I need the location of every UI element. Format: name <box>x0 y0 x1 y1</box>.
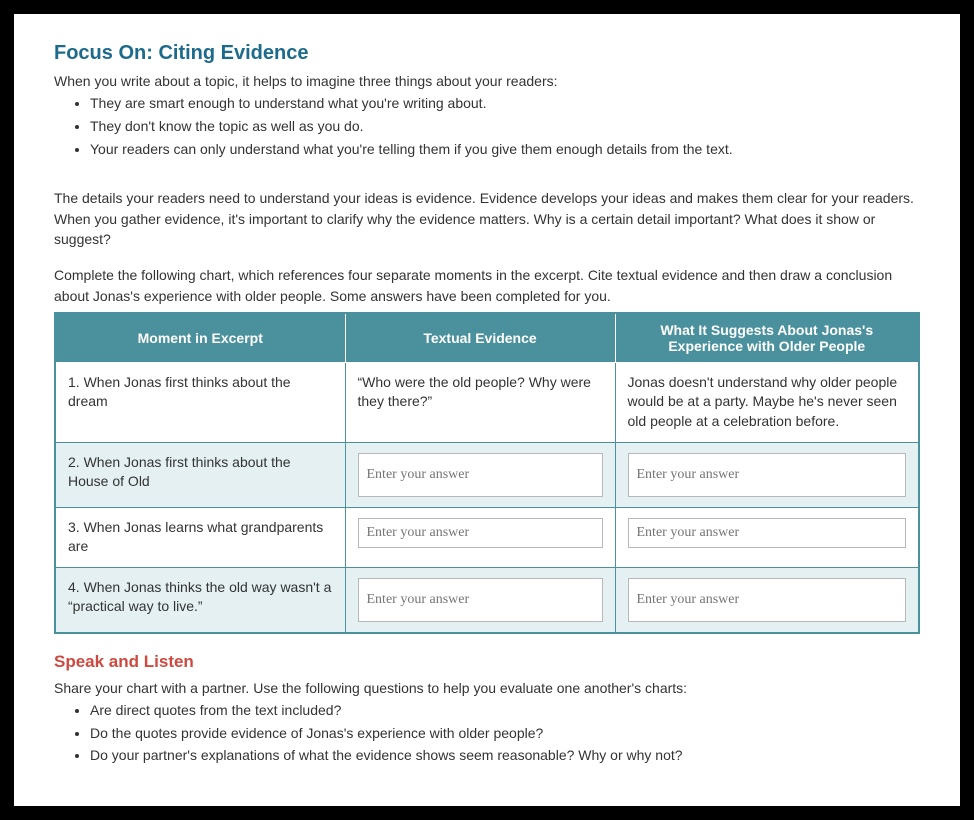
focus-bullet: They are smart enough to understand what… <box>90 93 920 115</box>
focus-bullet-list: They are smart enough to understand what… <box>54 93 920 160</box>
cell-suggests <box>615 442 919 507</box>
cell-evidence <box>345 507 615 567</box>
focus-intro: When you write about a topic, it helps t… <box>54 71 920 91</box>
page-frame: Focus On: Citing Evidence When you write… <box>0 0 974 820</box>
suggests-input[interactable] <box>628 453 907 497</box>
page-content: Focus On: Citing Evidence When you write… <box>14 14 960 806</box>
evidence-input[interactable] <box>358 578 603 622</box>
table-row: 1. When Jonas first thinks about the dre… <box>55 362 919 442</box>
speak-bullet: Are direct quotes from the text included… <box>90 700 920 722</box>
cell-moment: 2. When Jonas first thinks about the Hou… <box>55 442 345 507</box>
focus-paragraph-1: The details your readers need to underst… <box>54 188 920 249</box>
focus-bullet: They don't know the topic as well as you… <box>90 116 920 138</box>
speak-bullet: Do your partner's explanations of what t… <box>90 745 920 767</box>
suggests-input[interactable] <box>628 578 907 622</box>
table-header-evidence: Textual Evidence <box>345 313 615 363</box>
speak-bullet-list: Are direct quotes from the text included… <box>54 700 920 767</box>
section-title-speak: Speak and Listen <box>54 652 920 672</box>
speak-intro: Share your chart with a partner. Use the… <box>54 678 920 698</box>
suggests-input[interactable] <box>628 518 907 548</box>
cell-evidence: “Who were the old people? Why were they … <box>345 362 615 442</box>
cell-suggests <box>615 567 919 633</box>
cell-moment: 1. When Jonas first thinks about the dre… <box>55 362 345 442</box>
cell-suggests <box>615 507 919 567</box>
table-row: 2. When Jonas first thinks about the Hou… <box>55 442 919 507</box>
cell-suggests: Jonas doesn't understand why older peopl… <box>615 362 919 442</box>
table-row: 4. When Jonas thinks the old way wasn't … <box>55 567 919 633</box>
table-row: 3. When Jonas learns what grandparents a… <box>55 507 919 567</box>
cell-evidence <box>345 442 615 507</box>
table-header-suggests: What It Suggests About Jonas's Experienc… <box>615 313 919 363</box>
section-title-focus: Focus On: Citing Evidence <box>54 42 920 65</box>
cell-moment: 3. When Jonas learns what grandparents a… <box>55 507 345 567</box>
table-header-moment: Moment in Excerpt <box>55 313 345 363</box>
cell-moment: 4. When Jonas thinks the old way wasn't … <box>55 567 345 633</box>
evidence-input[interactable] <box>358 518 603 548</box>
focus-paragraph-2: Complete the following chart, which refe… <box>54 265 920 306</box>
evidence-table: Moment in Excerpt Textual Evidence What … <box>54 312 920 634</box>
evidence-input[interactable] <box>358 453 603 497</box>
focus-bullet: Your readers can only understand what yo… <box>90 139 920 161</box>
speak-bullet: Do the quotes provide evidence of Jonas'… <box>90 723 920 745</box>
cell-evidence <box>345 567 615 633</box>
